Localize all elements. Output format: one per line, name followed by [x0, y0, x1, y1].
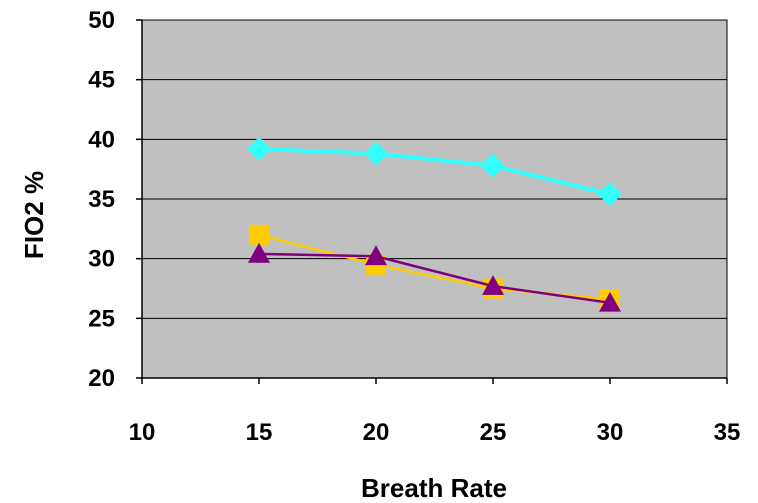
y-tick-label: 20	[88, 365, 115, 392]
tick-labels: 20 25 30 35 40 45 50 10 15 20 25 30 35	[88, 7, 740, 446]
series-line	[258, 146, 611, 197]
x-tick-label: 10	[129, 419, 156, 446]
axes	[136, 19, 728, 384]
data-point-diamond	[247, 136, 271, 161]
gridlines	[142, 79, 727, 319]
x-tick-label: 25	[480, 419, 507, 446]
series-group	[247, 136, 622, 312]
series-triangle	[248, 242, 621, 312]
y-tick-label: 35	[88, 186, 115, 213]
y-tick-label: 45	[88, 67, 115, 94]
series-diamond	[247, 136, 622, 207]
x-tick-label: 15	[246, 419, 273, 446]
y-tick-label: 25	[88, 305, 115, 332]
x-tick-label: 30	[597, 419, 624, 446]
y-tick-label: 30	[88, 246, 115, 273]
data-point-diamond	[364, 141, 388, 166]
x-tick-label: 20	[363, 419, 390, 446]
x-tick-label: 35	[714, 419, 741, 446]
data-point-triangle	[482, 275, 504, 295]
x-axis-title: Breath Rate	[361, 473, 507, 503]
y-axis-title: FIO2 %	[19, 171, 49, 259]
data-point-diamond	[481, 153, 505, 178]
data-point-square	[249, 224, 269, 245]
series-line	[258, 252, 611, 305]
y-tick-label: 40	[88, 126, 115, 153]
data-point-triangle	[599, 291, 621, 312]
y-tick-label: 50	[88, 7, 115, 34]
data-point-triangle	[365, 245, 387, 266]
data-point-triangle	[248, 242, 270, 263]
data-point-diamond	[598, 182, 622, 207]
